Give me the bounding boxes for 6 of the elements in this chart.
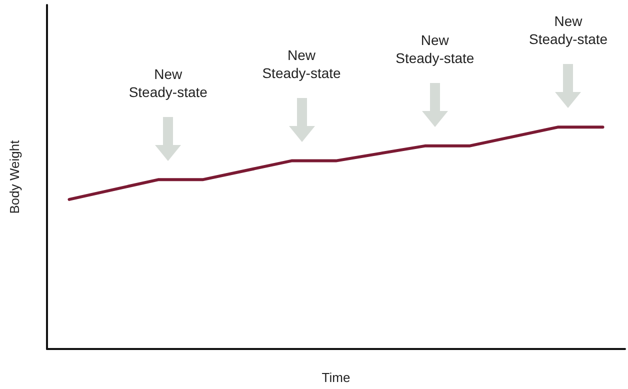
x-axis-title: Time [322, 370, 350, 385]
text: New Steady-state [394, 30, 476, 67]
text: New Steady-state [128, 64, 208, 101]
y-axis-title: Body Weight [7, 140, 22, 214]
text: New Steady-state [261, 46, 342, 82]
text: New Steady-state [528, 12, 609, 48]
